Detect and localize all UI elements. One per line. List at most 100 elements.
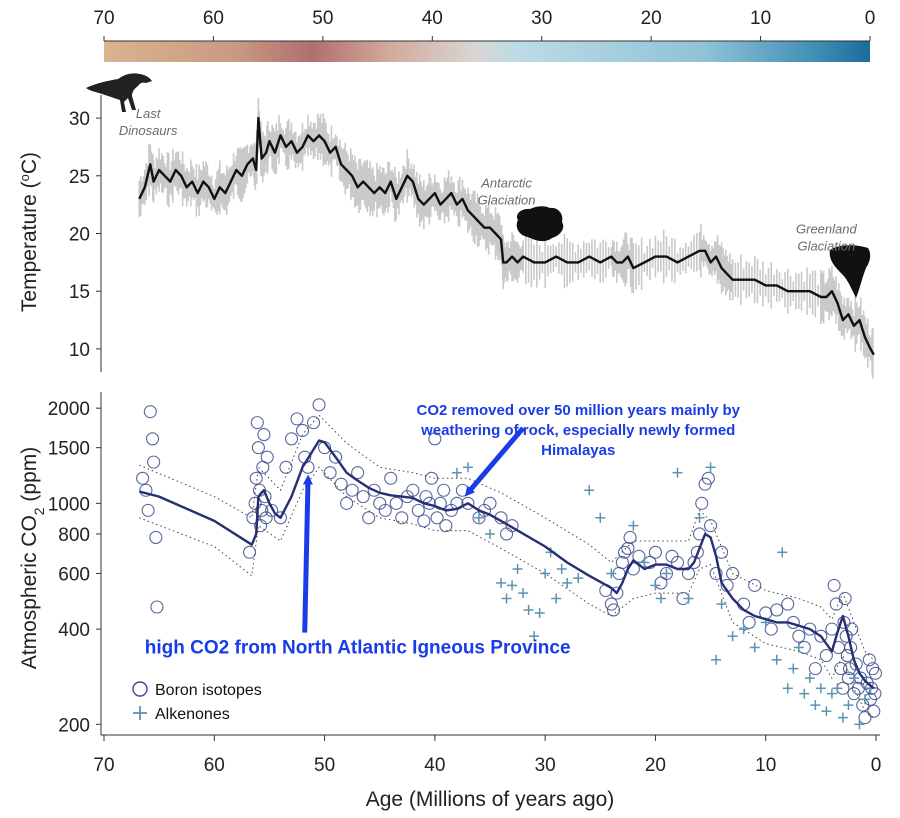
alkenone-point: [496, 577, 507, 588]
boron-point: [808, 662, 822, 676]
co2-y-tick-label: 2000: [48, 399, 90, 420]
boron-point: [748, 578, 762, 592]
x-tick-label: 40: [424, 755, 445, 776]
temperature-y-tick-label: 20: [69, 225, 90, 246]
x-tick-label: 60: [204, 755, 225, 776]
boron-point: [417, 514, 431, 528]
temperature-y-tick-label: 15: [69, 282, 90, 303]
legend: Boron isotopes Alkenones: [132, 681, 262, 723]
alkenone-point: [782, 683, 793, 694]
alkenone-point: [711, 654, 722, 665]
alkenone-point: [650, 580, 661, 591]
alkenone-point: [473, 512, 484, 523]
alkenone-point: [523, 604, 534, 615]
boron-point: [246, 511, 260, 525]
temperature-annotation: Greenland Glaciation: [796, 222, 857, 254]
boron-point: [265, 503, 279, 517]
annotation-arrow: [302, 474, 313, 633]
boron-point: [617, 545, 632, 559]
alkenone-point: [540, 568, 551, 579]
alkenone-point: [738, 624, 749, 635]
boron-point: [623, 530, 637, 544]
boron-point: [654, 576, 668, 590]
boron-point: [829, 597, 843, 611]
alkenone-point: [683, 593, 694, 604]
alkenone-point: [826, 688, 837, 699]
co2-lower-interval-line: [139, 466, 875, 719]
boron-point: [139, 483, 153, 497]
legend-alkenones-marker: [133, 706, 147, 720]
boron-point: [742, 615, 756, 629]
boron-point: [255, 503, 269, 517]
boron-point: [690, 545, 704, 559]
temperature-y-tick-label: 10: [69, 340, 90, 361]
greenland-icon: [829, 245, 871, 298]
boron-point: [329, 450, 343, 464]
x-tick-label: 0: [871, 755, 882, 776]
colorbar-tick-label: 40: [422, 8, 443, 29]
alkenone-point: [639, 557, 650, 568]
boron-point: [248, 496, 262, 510]
boron-point: [659, 566, 674, 581]
alkenone-point: [716, 599, 727, 610]
boron-point: [345, 483, 359, 497]
alkenone-point: [595, 512, 606, 523]
alkenone-point: [462, 462, 473, 473]
alkenone-point: [694, 512, 705, 523]
colorbar-tick-label: 70: [93, 8, 114, 29]
boron-point: [455, 483, 469, 497]
alkenone-point: [705, 462, 716, 473]
boron-point: [437, 483, 451, 497]
boron-point: [260, 450, 274, 464]
boron-point: [150, 600, 164, 614]
alkenone-point: [655, 593, 666, 604]
boron-point: [604, 597, 618, 611]
alkenone-point: [771, 654, 782, 665]
boron-point: [340, 496, 354, 510]
boron-point: [610, 586, 624, 600]
boron-point: [819, 648, 833, 663]
alkenone-point: [777, 547, 788, 558]
alkenone-point: [628, 520, 639, 531]
dinosaur-icon: [86, 73, 152, 112]
boron-point: [136, 471, 150, 485]
boron-point: [849, 657, 863, 671]
x-tick-label: 50: [314, 755, 335, 776]
alkenone-point: [749, 642, 760, 653]
co2-y-tick-label: 800: [58, 525, 90, 546]
alkenone-point: [512, 563, 523, 574]
alkenone-point: [556, 563, 567, 574]
boron-point: [632, 549, 646, 563]
boron-point: [147, 455, 161, 469]
alkenone-point: [843, 700, 854, 711]
alkenone-point: [815, 683, 826, 694]
alkenone-point: [606, 568, 617, 579]
boron-point: [499, 527, 514, 541]
colorbar-gradient: [104, 41, 870, 62]
alkenone-point: [799, 688, 810, 699]
boron-point: [419, 490, 433, 504]
boron-point: [145, 432, 160, 446]
alkenone-point: [501, 593, 512, 604]
temperature-annotation: Antarctic Glaciation: [478, 175, 536, 207]
alkenone-point: [821, 706, 832, 717]
co2-y-axis-title: Atmospheric CO2 (ppm): [18, 447, 47, 670]
boron-point: [323, 466, 337, 480]
alkenone-point: [793, 642, 804, 653]
boron-point: [814, 629, 828, 643]
boron-point: [243, 545, 257, 559]
alkenone-point: [534, 607, 545, 618]
legend-boron-marker: [132, 681, 148, 697]
temperature-series-line: [138, 116, 875, 356]
boron-point: [862, 653, 876, 667]
boron-point: [251, 441, 265, 455]
boron-point: [858, 711, 872, 725]
boron-point: [726, 566, 740, 581]
legend-alkenones-label: Alkenones: [155, 706, 230, 723]
alkenone-point: [810, 700, 821, 711]
boron-point: [483, 496, 497, 510]
boron-point: [378, 503, 392, 517]
boron-point: [715, 545, 729, 559]
